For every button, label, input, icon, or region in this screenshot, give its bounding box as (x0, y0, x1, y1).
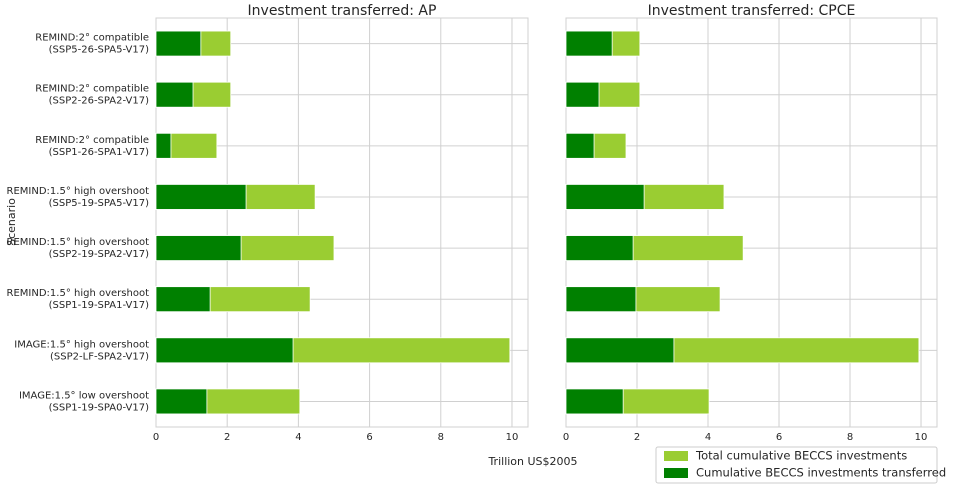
y-axis-label: Scenario (5, 198, 18, 246)
y-tick-label: REMIND:2° compatible (SSP1-26-SPA1-V17) (35, 135, 149, 158)
x-tick-label: 2 (224, 432, 230, 443)
x-tick-label: 8 (438, 432, 444, 443)
legend-label: Total cumulative BECCS investments (695, 449, 907, 463)
x-tick-label: 6 (366, 432, 372, 443)
y-tick-label: REMIND:2° compatible (SSP5-26-SPA5-V17) (35, 33, 149, 56)
x-tick-label: 6 (776, 432, 782, 443)
y-tick-label: REMIND:1.5° high overshoot (SSP1-19-SPA1-… (7, 288, 150, 311)
plot-frame (565, 17, 938, 428)
x-axis-label: Trillion US$2005 (487, 455, 577, 468)
bar (155, 184, 247, 210)
x-tick-label: 10 (506, 432, 519, 443)
bar (565, 184, 645, 210)
legend-label: Cumulative BECCS investments transferred (696, 466, 946, 480)
x-tick-label: 2 (634, 432, 640, 443)
legend-swatch (664, 468, 688, 478)
x-tick-label: 0 (153, 432, 159, 443)
x-tick-label: 4 (705, 432, 711, 443)
y-tick-label: REMIND:1.5° high overshoot (SSP2-19-SPA2-… (7, 237, 150, 260)
y-tick-label: REMIND:2° compatible (SSP2-26-SPA2-V17) (35, 84, 149, 107)
bar (565, 286, 637, 313)
bar (565, 235, 634, 261)
x-tick-label: 10 (915, 432, 928, 443)
chart-title: Investment transferred: AP (248, 3, 437, 19)
y-tick-label: IMAGE:1.5° low overshoot (SSP1-19-SPA0-V1… (19, 390, 149, 413)
bar (155, 132, 172, 159)
chart-title: Investment transferred: CPCE (648, 3, 856, 19)
bar (155, 81, 194, 108)
bar (155, 235, 242, 261)
bar (565, 132, 595, 159)
bar (565, 388, 624, 415)
bar (155, 388, 208, 415)
bar (155, 286, 211, 313)
x-tick-label: 4 (295, 432, 301, 443)
legend-box (655, 446, 938, 484)
y-tick-label: IMAGE:1.5° high overshoot (SSP2-LF-SPA2-V… (14, 339, 149, 362)
legend-swatch (664, 451, 688, 461)
bar (565, 30, 613, 57)
bar (155, 337, 294, 364)
bar (155, 30, 202, 57)
y-tick-label: REMIND:1.5° high overshoot (SSP5-19-SPA5-… (7, 186, 150, 209)
plot-frame (155, 17, 529, 428)
bar (565, 337, 675, 364)
x-tick-label: 0 (563, 432, 569, 443)
x-tick-label: 8 (847, 432, 853, 443)
bar (565, 81, 600, 108)
